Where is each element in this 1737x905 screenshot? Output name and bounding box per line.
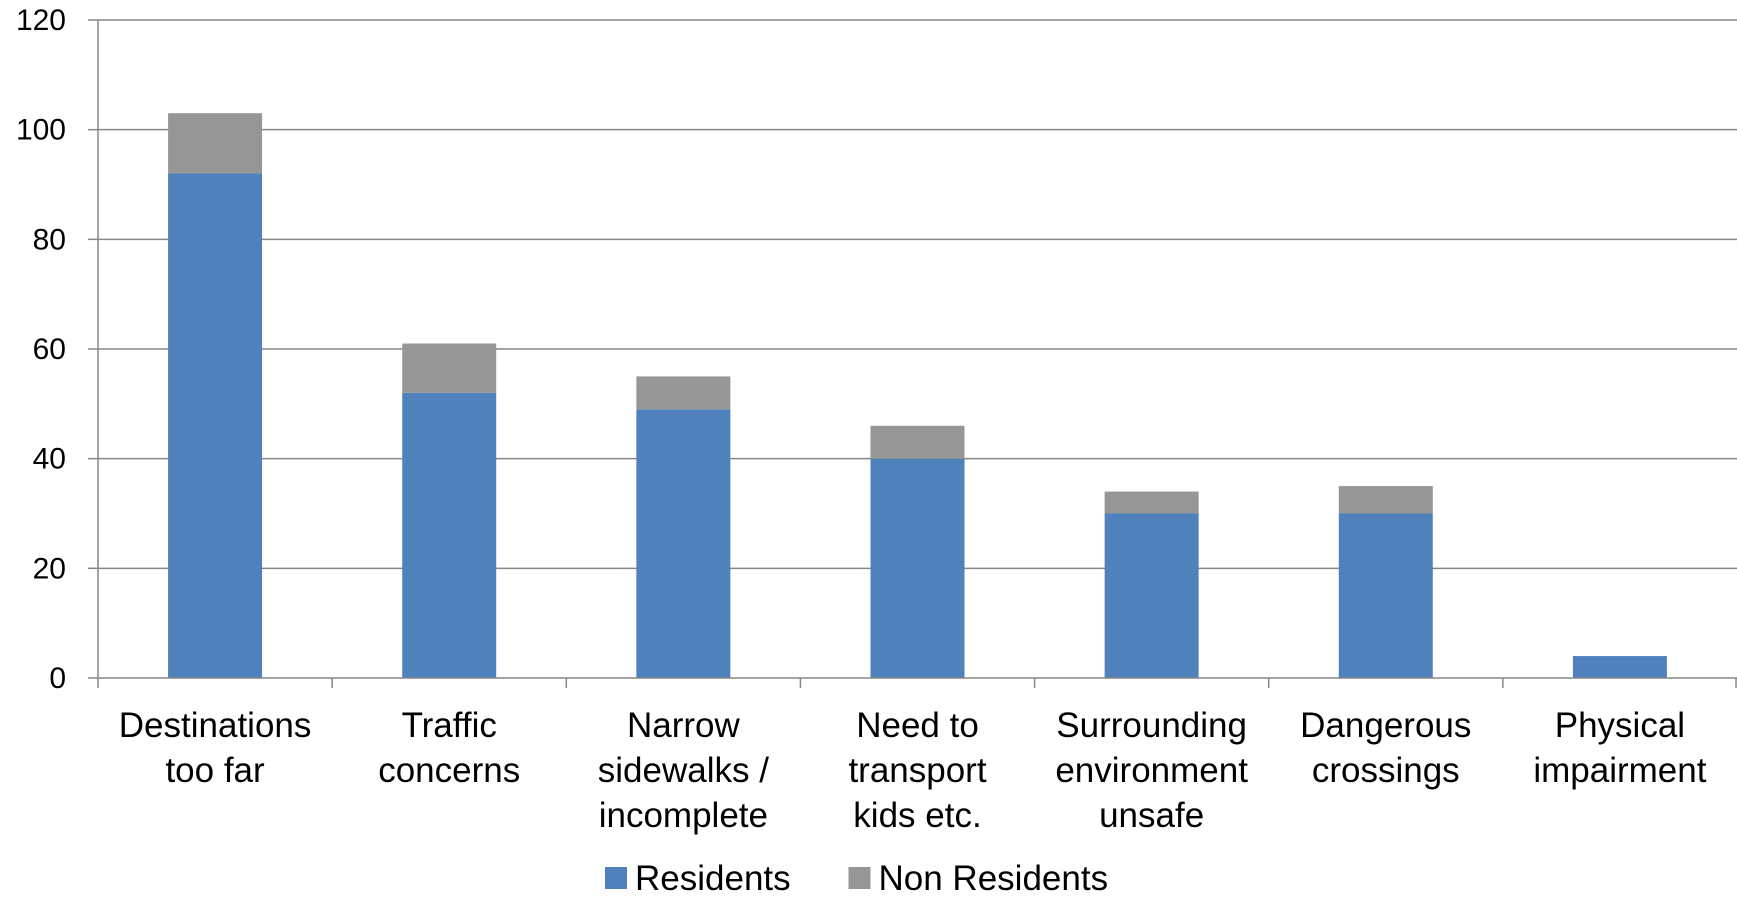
x-category-label: environment [1055,751,1248,790]
bar-segment-non-residents [168,113,263,174]
legend: Residents Non Residents [605,859,1108,898]
x-category-label: concerns [378,751,520,790]
y-tick-label: 20 [33,552,66,585]
bar-segment-residents [1104,513,1199,678]
legend-swatch [605,867,627,889]
x-category-labels: Destinations too far Traffic concerns Narrow… [119,706,1707,835]
x-category-label: Need to [856,706,979,745]
bar-segment-residents [1572,656,1667,678]
y-tick-labels: 0 20 40 60 80 100 120 [16,4,66,695]
bar-segment-residents [870,458,965,678]
x-category-label: Narrow [627,706,741,745]
y-tick-label: 60 [33,333,66,366]
bar-segment-non-residents [1104,491,1199,514]
legend-label: Residents [635,859,791,898]
bar-segment-non-residents [870,425,965,459]
y-tick-label: 40 [33,443,66,476]
x-category-label: transport [848,751,986,790]
legend-label: Non Residents [879,859,1109,898]
x-category-label: kids etc. [853,796,981,835]
x-category-label: Surrounding [1056,706,1247,745]
y-tick-label: 80 [33,223,66,256]
x-category-label: too far [165,751,265,790]
bar-segment-non-residents [402,343,497,393]
x-category-label: incomplete [599,796,768,835]
x-category-label: Traffic [402,706,497,745]
x-category-label: crossings [1312,751,1460,790]
x-category-label: Dangerous [1300,706,1471,745]
x-category-label: sidewalks / [598,751,769,790]
bar-segment-residents [168,173,263,679]
y-tick-label: 120 [16,4,66,37]
bars [168,113,1667,679]
bar-segment-residents [1338,513,1433,678]
gridlines [98,19,1737,570]
y-tick-label: 0 [49,662,66,695]
x-category-label: Physical [1555,706,1685,745]
bar-segment-residents [402,392,497,678]
axes [88,19,1737,688]
bar-segment-residents [636,409,731,678]
bar-segment-non-residents [1338,486,1433,514]
bar-segment-non-residents [636,376,731,410]
x-category-label: Destinations [119,706,312,745]
x-category-label: impairment [1533,751,1706,790]
x-category-label: unsafe [1099,796,1204,835]
legend-swatch [848,867,871,889]
y-tick-label: 100 [16,114,66,147]
